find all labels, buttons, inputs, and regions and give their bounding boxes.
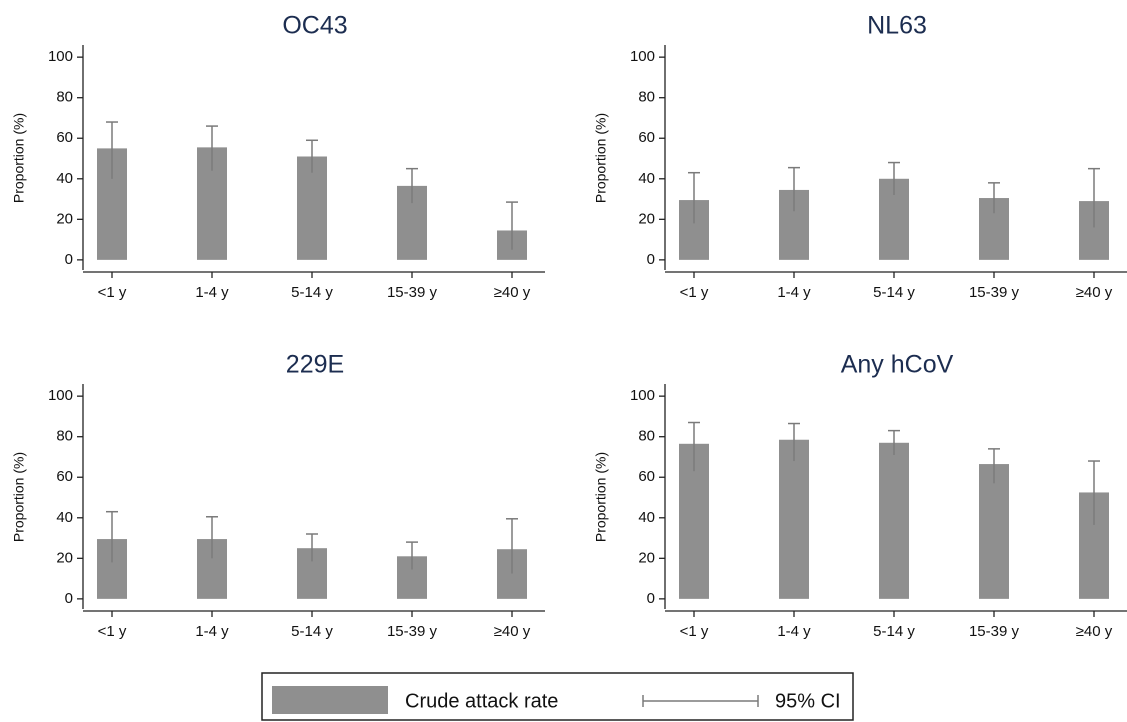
error-bar	[988, 182, 1000, 214]
x-tick-label: 1-4 y	[195, 623, 229, 640]
y-tick-label: 20	[56, 549, 73, 566]
error-bar	[106, 510, 118, 563]
legend-box	[261, 672, 854, 721]
legend-ci-swatch	[642, 695, 759, 707]
error-bar	[306, 533, 318, 562]
y-tick-label: 100	[48, 387, 73, 404]
y-tick-label: 40	[56, 170, 73, 187]
x-tick-label: 15-39 y	[387, 284, 438, 301]
y-tick-label: 100	[630, 48, 655, 65]
error-bar	[206, 125, 218, 171]
legend-bar-swatch	[272, 686, 388, 714]
y-axis-label: Proportion (%)	[11, 452, 27, 542]
y-tick-label: 40	[638, 509, 655, 526]
bar	[297, 156, 327, 260]
error-bar	[888, 161, 900, 195]
y-tick-label: 60	[638, 468, 655, 485]
x-tick-label: 5-14 y	[873, 284, 915, 301]
chart-title: NL63	[867, 12, 927, 40]
y-tick-label: 20	[638, 210, 655, 227]
y-tick-label: 80	[638, 428, 655, 445]
legend-bar-label: Crude attack rate	[405, 690, 558, 712]
y-tick-label: 60	[638, 129, 655, 146]
y-axis-label: Proportion (%)	[593, 452, 609, 542]
error-bar	[1088, 167, 1100, 228]
x-tick-label: ≥40 y	[494, 623, 531, 640]
error-bar	[406, 167, 418, 204]
y-tick-label: 100	[48, 48, 73, 65]
error-bar	[506, 518, 518, 574]
x-tick-label: 1-4 y	[777, 284, 811, 301]
x-tick-label: <1 y	[680, 623, 709, 640]
x-tick-label: <1 y	[98, 284, 127, 301]
error-bar	[1088, 460, 1100, 525]
y-tick-label: 100	[630, 387, 655, 404]
error-bar	[306, 139, 318, 173]
y-tick-label: 60	[56, 129, 73, 146]
x-tick-label: 5-14 y	[873, 623, 915, 640]
error-bar	[688, 171, 700, 224]
error-bar	[106, 121, 118, 179]
error-bar	[506, 201, 518, 250]
x-tick-label: 5-14 y	[291, 284, 333, 301]
y-tick-label: 40	[56, 509, 73, 526]
error-bar	[206, 516, 218, 559]
x-tick-label: 5-14 y	[291, 623, 333, 640]
y-tick-label: 80	[56, 89, 73, 106]
chart-title: OC43	[282, 12, 347, 40]
error-bar	[688, 421, 700, 472]
y-tick-label: 80	[56, 428, 73, 445]
x-tick-label: 1-4 y	[195, 284, 229, 301]
y-tick-label: 0	[65, 590, 73, 607]
x-tick-label: ≥40 y	[1076, 623, 1113, 640]
y-tick-label: 0	[647, 251, 655, 268]
x-tick-label: <1 y	[98, 623, 127, 640]
x-tick-label: 15-39 y	[387, 623, 438, 640]
legend-ci-label: 95% CI	[775, 690, 841, 712]
y-tick-label: 60	[56, 468, 73, 485]
error-bar	[888, 429, 900, 455]
x-tick-label: <1 y	[680, 284, 709, 301]
y-tick-label: 0	[65, 251, 73, 268]
bar	[979, 464, 1009, 599]
chart-title: 229E	[286, 351, 344, 379]
y-tick-label: 0	[647, 590, 655, 607]
y-tick-label: 80	[638, 89, 655, 106]
bar	[879, 442, 909, 599]
bar	[779, 439, 809, 599]
error-bar	[406, 541, 418, 570]
error-bar	[988, 448, 1000, 484]
error-bar	[788, 166, 800, 212]
x-tick-label: ≥40 y	[494, 284, 531, 301]
y-axis-label: Proportion (%)	[593, 113, 609, 203]
x-tick-label: 15-39 y	[969, 623, 1020, 640]
x-tick-label: 1-4 y	[777, 623, 811, 640]
x-tick-label: 15-39 y	[969, 284, 1020, 301]
y-tick-label: 20	[56, 210, 73, 227]
y-axis-label: Proportion (%)	[11, 113, 27, 203]
x-tick-label: ≥40 y	[1076, 284, 1113, 301]
y-tick-label: 20	[638, 549, 655, 566]
error-bar	[788, 422, 800, 462]
y-tick-label: 40	[638, 170, 655, 187]
chart-title: Any hCoV	[841, 351, 954, 379]
